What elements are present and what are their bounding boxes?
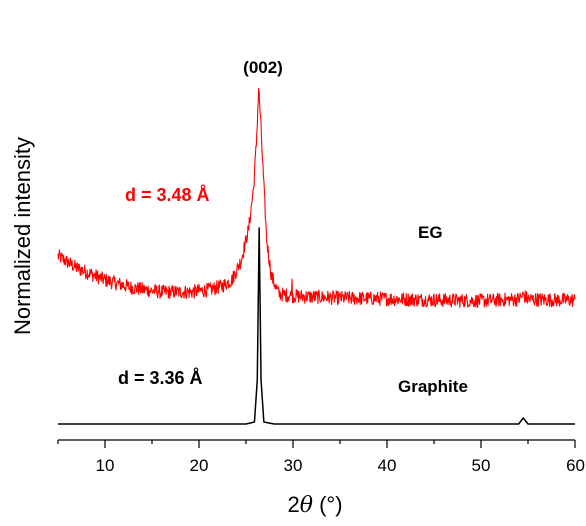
- peak-label-002: (002): [243, 58, 283, 77]
- plot-area: [57, 87, 576, 425]
- eg-series-label: EG: [418, 223, 443, 242]
- x-tick-label-60: 60: [566, 456, 585, 475]
- annotations: (002) d = 3.48 Å EG d = 3.36 Å Graphite: [118, 58, 468, 396]
- graphite-series-label: Graphite: [398, 377, 468, 396]
- x-axis-label: 2θ (°): [287, 492, 342, 518]
- eg-spacing-label: d = 3.48 Å: [125, 185, 210, 205]
- x-axis-label-prefix: 2: [287, 492, 299, 517]
- x-axis-label-theta: θ: [300, 493, 313, 518]
- x-tick-label-50: 50: [472, 456, 491, 475]
- x-tick-label-20: 20: [190, 456, 209, 475]
- axes: 10 20 30 40 50 60: [57, 439, 585, 475]
- x-tick-label-30: 30: [284, 456, 303, 475]
- y-axis-label: Normalized intensity: [10, 137, 35, 335]
- x-tick-label-10: 10: [96, 456, 115, 475]
- x-ticks: 10 20 30 40 50 60: [57, 440, 585, 475]
- graphite-spacing-label: d = 3.36 Å: [118, 368, 203, 388]
- series-line-graphite: [58, 227, 575, 425]
- x-axis-label-unit: (°): [313, 492, 343, 517]
- x-tick-label-40: 40: [378, 456, 397, 475]
- series-line-eg: [57, 87, 576, 309]
